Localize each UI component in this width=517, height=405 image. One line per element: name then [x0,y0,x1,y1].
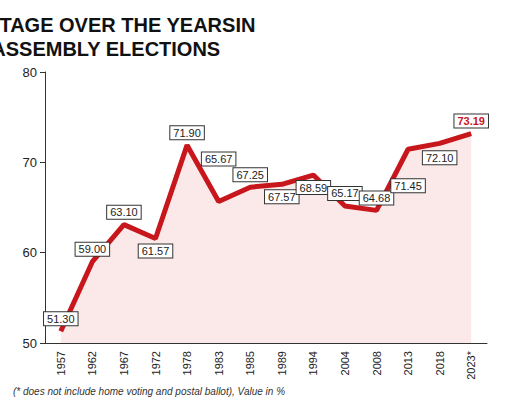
svg-text:1983: 1983 [213,351,225,375]
svg-text:2013: 2013 [402,351,414,375]
svg-text:2004: 2004 [339,351,351,375]
svg-text:1994: 1994 [307,351,319,375]
svg-text:68.59: 68.59 [300,182,328,194]
svg-text:KARNATAKA ASSEMBLY ELECTIONS: KARNATAKA ASSEMBLY ELECTIONS [0,38,220,60]
svg-text:72.10: 72.10 [426,152,454,164]
svg-text:64.68: 64.68 [363,192,391,204]
svg-text:POLLING PERCENTAGE OVER THE YE: POLLING PERCENTAGE OVER THE YEARSIN [0,14,255,36]
svg-text:1985: 1985 [244,351,256,375]
svg-text:1972: 1972 [150,351,162,375]
svg-text:1962: 1962 [86,351,98,375]
svg-text:61.57: 61.57 [142,245,170,257]
svg-text:71.90: 71.90 [173,127,201,139]
svg-text:67.57: 67.57 [268,191,296,203]
svg-text:65.67: 65.67 [205,153,233,165]
svg-text:1967: 1967 [118,351,130,375]
svg-text:1978: 1978 [181,351,193,375]
svg-text:60: 60 [23,245,37,260]
svg-text:65.17: 65.17 [331,187,359,199]
svg-text:1957: 1957 [55,351,67,375]
svg-text:1989: 1989 [276,351,288,375]
svg-text:80: 80 [23,65,37,80]
svg-text:51.30: 51.30 [47,313,75,325]
svg-text:(* does not include home votin: (* does not include home voting and post… [13,386,285,397]
svg-text:67.25: 67.25 [236,169,264,181]
svg-text:2023*: 2023* [465,350,477,379]
svg-text:73.19: 73.19 [457,115,485,127]
svg-text:2008: 2008 [371,351,383,375]
svg-text:71.45: 71.45 [394,180,422,192]
svg-text:59.00: 59.00 [79,243,107,255]
svg-text:63.10: 63.10 [110,206,138,218]
svg-text:50: 50 [23,336,37,351]
svg-text:2018: 2018 [434,351,446,375]
svg-text:70: 70 [23,155,37,170]
